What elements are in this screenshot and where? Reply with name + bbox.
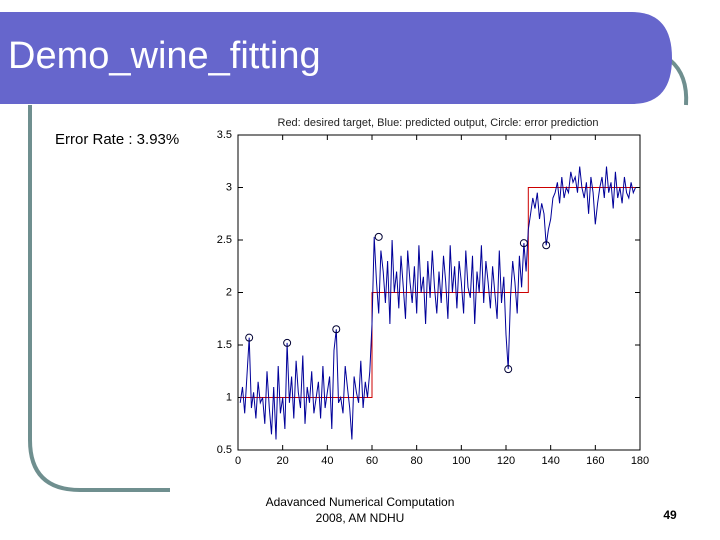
error-rate: Error Rate : 3.93% (55, 131, 179, 148)
y-tick-label: 3 (226, 181, 232, 193)
error-marker (332, 325, 341, 334)
footer-line: 2008, AM NDHU (316, 511, 405, 525)
slide-frame-corner (668, 58, 689, 106)
x-tick-label: 80 (411, 455, 423, 467)
x-tick-label: 40 (321, 455, 333, 467)
error-marker (504, 365, 513, 374)
x-tick-label: 180 (631, 455, 649, 467)
title-banner (0, 12, 672, 104)
y-tick-label: 2.5 (217, 234, 232, 246)
y-tick-label: 3.5 (217, 129, 232, 141)
x-tick-label: 100 (452, 455, 470, 467)
slide-title: Demo_wine_fitting (8, 35, 321, 77)
y-tick-label: 1.5 (217, 339, 232, 351)
error-marker (283, 338, 292, 347)
series-line (240, 187, 636, 398)
x-tick-label: 60 (366, 455, 378, 467)
footer-line: Adavanced Numerical Computation (266, 495, 455, 509)
y-tick-label: 2 (226, 286, 232, 298)
x-tick-label: 120 (497, 455, 515, 467)
x-tick-label: 160 (586, 455, 604, 467)
chart-title: Red: desired target, Blue: predicted out… (278, 117, 599, 129)
x-tick-label: 140 (541, 455, 559, 467)
x-tick-label: 20 (277, 455, 289, 467)
error-marker (374, 232, 383, 241)
error-marker (245, 333, 254, 342)
page-number: 49 (663, 508, 677, 522)
slide-frame (28, 105, 170, 492)
series-line (239, 166, 636, 440)
error-marker (542, 241, 551, 250)
y-tick-label: 0.5 (217, 444, 232, 456)
x-tick-label: 0 (235, 455, 241, 467)
error-marker (519, 239, 528, 248)
y-tick-label: 1 (226, 391, 232, 403)
